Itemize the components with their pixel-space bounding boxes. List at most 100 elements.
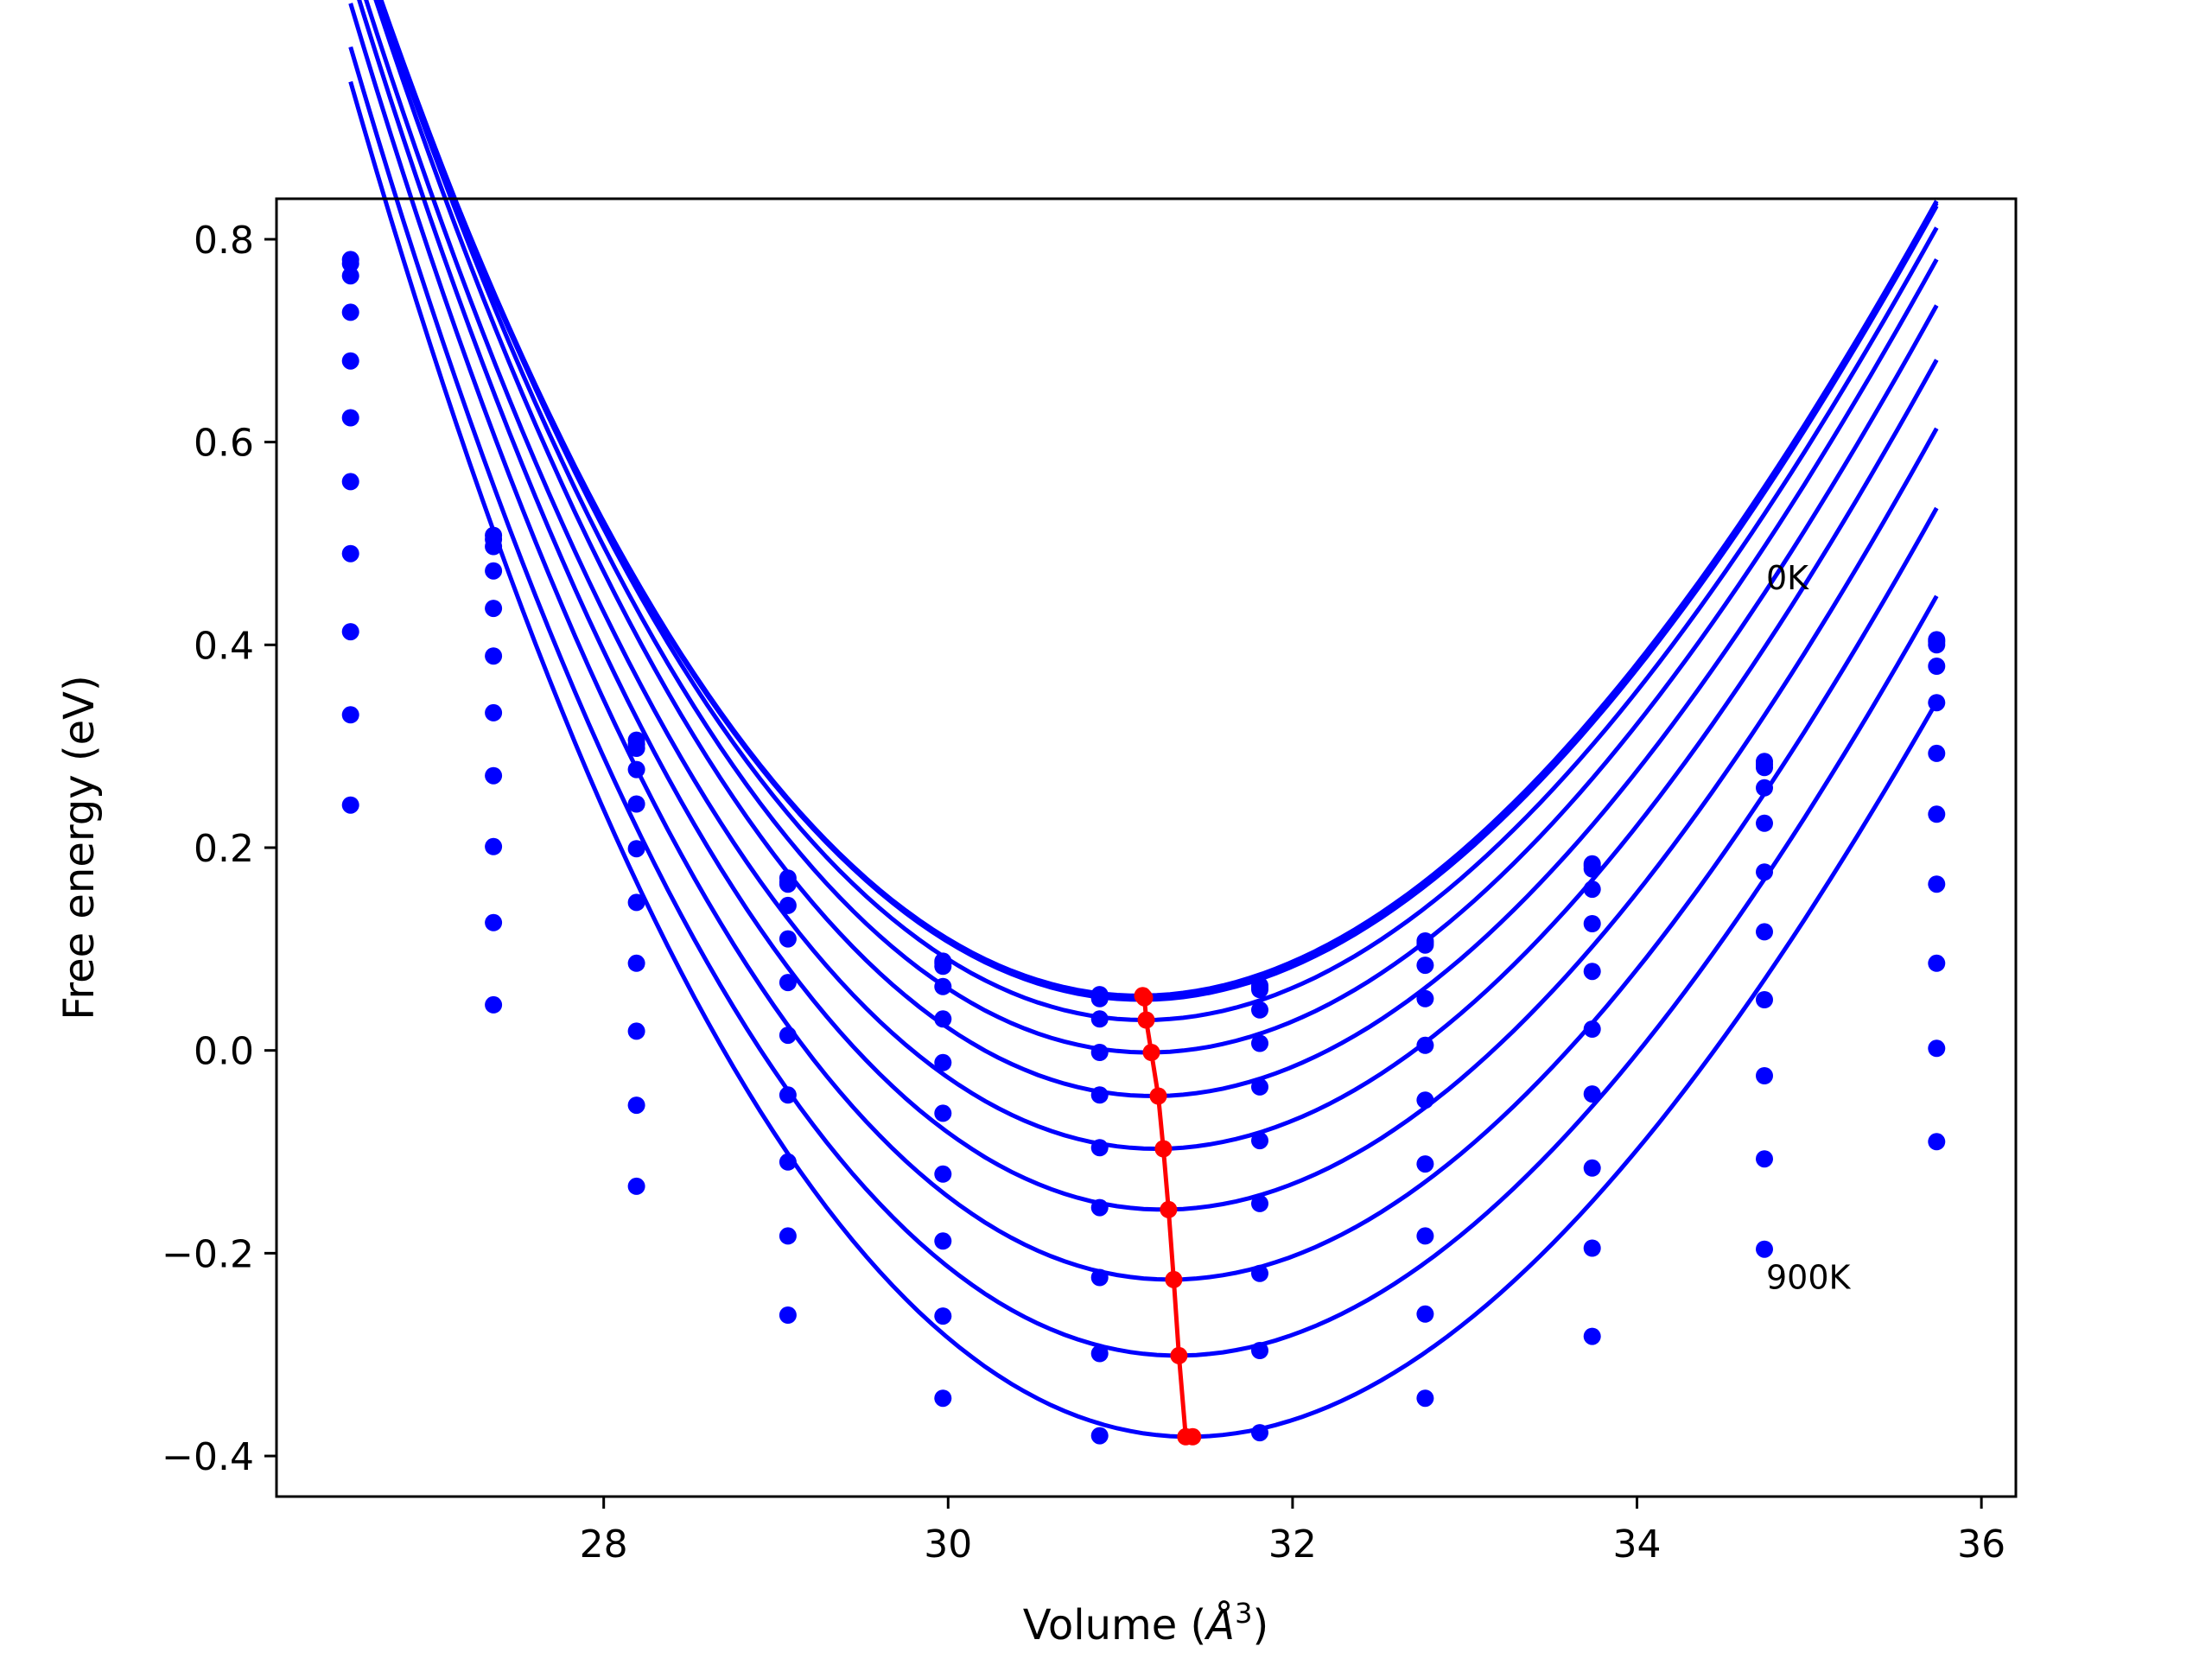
minimum-point (1160, 1200, 1178, 1218)
data-point (934, 1232, 952, 1250)
minimum-point (1149, 1087, 1167, 1105)
data-point (485, 703, 503, 721)
data-point (1928, 954, 1946, 972)
data-point (627, 840, 645, 858)
data-point (341, 473, 359, 491)
data-point (1756, 1150, 1773, 1168)
data-point (779, 1227, 797, 1245)
y-tick-label: −0.4 (162, 1435, 254, 1479)
x-tick-label: 28 (580, 1522, 628, 1567)
data-point (627, 1022, 645, 1040)
data-point (341, 255, 359, 273)
data-point (934, 1053, 952, 1071)
data-point (1251, 1424, 1268, 1442)
data-point (485, 600, 503, 618)
data-point (627, 1177, 645, 1195)
minimum-point (1154, 1140, 1173, 1158)
data-point (485, 995, 503, 1014)
minimum-point (1135, 988, 1154, 1007)
minimum-point (1170, 1346, 1188, 1364)
series-line-900K (348, 80, 1939, 1440)
y-axis-ticks: 0.8 0.6 0.4 0.2 0.0 −0.2 −0.4 (162, 219, 276, 1479)
data-point (1928, 1133, 1946, 1151)
data-point (1756, 1067, 1773, 1084)
data-point (934, 1104, 952, 1122)
data-point (341, 623, 359, 641)
x-tick-label: 32 (1268, 1522, 1317, 1567)
data-point (1583, 915, 1601, 932)
data-point (1756, 991, 1773, 1008)
data-point (1090, 1139, 1109, 1157)
data-point (485, 837, 503, 855)
data-point (934, 957, 952, 976)
data-point (1090, 1044, 1109, 1061)
y-tick-label: 0.0 (194, 1030, 254, 1074)
series-500K (341, 0, 1946, 1104)
x-axis-ticks: 28 30 32 34 36 (580, 1497, 2005, 1567)
data-point (1090, 1086, 1109, 1104)
data-point (627, 740, 645, 757)
annotations: 0K 900K (1766, 559, 1852, 1297)
data-point (627, 893, 645, 912)
data-point (934, 1307, 952, 1325)
data-point (341, 303, 359, 321)
series-line-700K (357, 0, 1939, 1212)
x-tick-label: 34 (1613, 1522, 1662, 1567)
data-point (627, 795, 645, 813)
data-point (1251, 1034, 1268, 1052)
data-point (485, 562, 503, 580)
series-700K (341, 0, 1946, 1217)
temperature-annotation: 0K (1766, 559, 1809, 597)
data-point (1416, 1389, 1434, 1408)
minimum-point (1184, 1427, 1202, 1446)
data-point (1416, 957, 1434, 975)
data-point (779, 1306, 797, 1324)
data-point (1251, 981, 1268, 999)
data-point (341, 544, 359, 563)
data-point (341, 352, 359, 370)
temperature-annotation: 900K (1766, 1258, 1852, 1296)
y-tick-label: −0.2 (162, 1232, 254, 1276)
data-point (341, 267, 359, 285)
minimum-point (1137, 1011, 1155, 1029)
data-point (485, 913, 503, 931)
series-line-800K (348, 3, 1939, 1282)
data-point (1928, 875, 1946, 893)
data-point (1251, 1194, 1268, 1212)
data-point (1928, 805, 1946, 823)
data-point (1090, 1198, 1109, 1217)
data-point (1928, 744, 1946, 762)
data-point (341, 706, 359, 724)
data-point (1756, 1240, 1773, 1258)
data-point (1416, 1155, 1434, 1173)
data-point (1251, 1264, 1268, 1282)
data-point (485, 647, 503, 665)
y-axis-label: Free energy (eV) (55, 675, 104, 1020)
y-tick-label: 0.6 (194, 422, 254, 466)
series-600K (341, 0, 1946, 1157)
series-line-600K (364, 0, 1939, 1152)
data-point (1928, 658, 1946, 675)
data-point (627, 954, 645, 972)
data-point (934, 1165, 952, 1183)
data-point (1928, 1039, 1946, 1058)
data-point (341, 409, 359, 427)
x-axis-label: Volume (Å3) (1023, 1597, 1268, 1649)
data-point (1583, 963, 1601, 981)
series-layer (341, 0, 1946, 1445)
data-point (1090, 1344, 1109, 1363)
data-point (1090, 1268, 1109, 1287)
minimum-point (1165, 1270, 1183, 1288)
data-point (1251, 1001, 1268, 1019)
data-point (1251, 1342, 1268, 1359)
data-point (1090, 989, 1109, 1007)
y-tick-label: 0.2 (194, 827, 254, 871)
y-tick-label: 0.4 (194, 624, 254, 668)
data-point (627, 1096, 645, 1115)
data-point (1416, 1227, 1434, 1245)
minima-layer (1134, 987, 1202, 1446)
data-point (934, 1389, 952, 1408)
series-line-500K (373, 0, 1939, 1099)
data-point (1928, 636, 1946, 654)
